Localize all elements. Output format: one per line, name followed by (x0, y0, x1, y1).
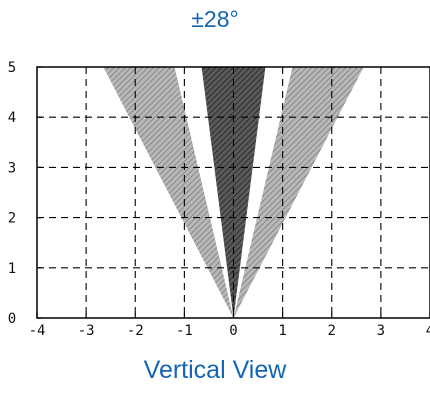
x-tick-label: 0 (229, 323, 237, 339)
x-tick-label: -2 (127, 323, 144, 339)
y-tick-label: 0 (8, 311, 16, 327)
y-tick-label: 3 (8, 160, 16, 176)
grid (37, 67, 430, 318)
x-tick-label: 2 (328, 323, 336, 339)
chart-title: ±28° (191, 6, 239, 32)
y-tick-label: 1 (8, 261, 16, 277)
view-caption: Vertical View (143, 356, 287, 384)
x-tick-label: -1 (176, 323, 193, 339)
x-tick-label: 1 (278, 323, 286, 339)
region-light-0 (103, 67, 234, 318)
x-tick-label: -3 (78, 323, 95, 339)
region-light-2 (233, 67, 364, 318)
y-tick-label: 5 (8, 60, 16, 76)
tick-labels: -4 -3 -2 -1 0 1 2 3 4 0 1 2 3 4 5 (8, 60, 430, 339)
x-tick-label: -4 (29, 323, 46, 339)
x-tick-label: 3 (377, 323, 385, 339)
y-tick-label: 4 (8, 110, 16, 126)
x-tick-label: 4 (426, 323, 430, 339)
y-tick-label: 2 (8, 211, 16, 227)
